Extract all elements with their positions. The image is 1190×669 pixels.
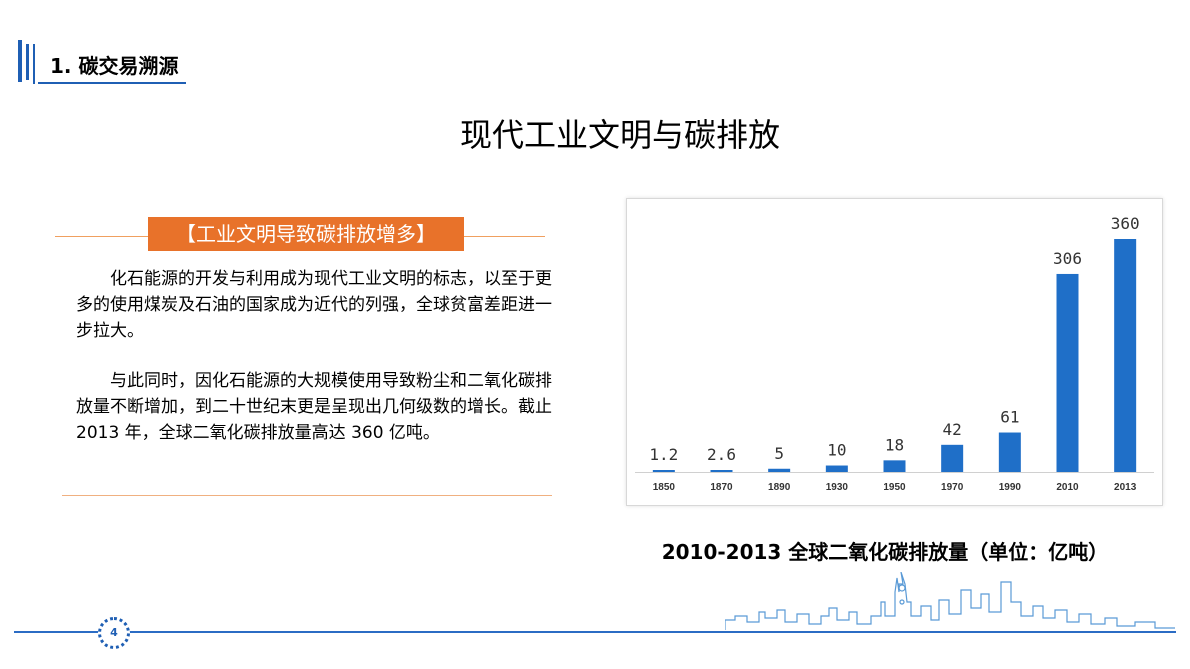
bar-1950 bbox=[883, 460, 906, 472]
data-label-1870: 2.6 bbox=[707, 445, 736, 464]
x-tick-label-2013: 2013 bbox=[1114, 482, 1137, 493]
bar-1850 bbox=[652, 470, 675, 472]
topic-badge: 【工业文明导致碳排放增多】 bbox=[148, 217, 464, 251]
emissions-chart: 1.2 1850 2.6 1870 5 1890 10 1930 18 1950 42 1970 61 1… bbox=[626, 198, 1163, 506]
x-tick-label-1870: 1870 bbox=[710, 482, 733, 493]
data-label-1850: 1.2 bbox=[649, 445, 678, 464]
x-tick-label-1890: 1890 bbox=[768, 482, 791, 493]
bar-2010 bbox=[1056, 273, 1079, 472]
data-label-2013: 360 bbox=[1111, 214, 1140, 233]
paragraph-2-text: 与此同时，因化石能源的大规模使用导致粉尘和二氧化碳排放量不断增加，到二十世纪末更… bbox=[76, 371, 552, 443]
bar-1890 bbox=[768, 468, 791, 472]
data-label-1950: 18 bbox=[885, 435, 904, 454]
x-tick-label-2010: 2010 bbox=[1056, 482, 1079, 493]
bar-2013 bbox=[1114, 239, 1137, 472]
footer-line bbox=[14, 631, 1176, 633]
header-decor-bar bbox=[26, 44, 29, 80]
x-tick-label-1930: 1930 bbox=[826, 482, 849, 493]
bar-1970 bbox=[941, 444, 964, 472]
chart-caption: 2010-2013 全球二氧化碳排放量（单位：亿吨） bbox=[661, 540, 1109, 564]
x-tick-label-1850: 1850 bbox=[653, 482, 676, 493]
data-label-1990: 61 bbox=[1000, 408, 1019, 427]
text-divider bbox=[62, 495, 552, 496]
x-tick-label-1970: 1970 bbox=[941, 482, 964, 493]
data-label-1970: 42 bbox=[943, 420, 962, 439]
section-underline bbox=[38, 82, 186, 84]
header-decor-bar bbox=[18, 40, 22, 82]
paragraph-1: 化石能源的开发与利用成为现代工业文明的标志，以至于更多的使用煤炭及石油的国家成为… bbox=[76, 266, 556, 344]
city-skyline-icon bbox=[725, 572, 1175, 630]
page-number: 4 bbox=[98, 617, 130, 649]
bar-1930 bbox=[825, 465, 848, 472]
page-title: 现代工业文明与碳排放 bbox=[459, 116, 780, 154]
paragraph-2: 与此同时，因化石能源的大规模使用导致粉尘和二氧化碳排放量不断增加，到二十世纪末更… bbox=[76, 368, 556, 446]
x-tick-label-1950: 1950 bbox=[883, 482, 906, 493]
x-tick-label-1990: 1990 bbox=[999, 482, 1022, 493]
data-label-2010: 306 bbox=[1053, 249, 1082, 268]
data-label-1890: 5 bbox=[774, 444, 784, 463]
emissions-chart-svg: 1.2 1850 2.6 1870 5 1890 10 1930 18 1950 42 1970 61 1… bbox=[635, 214, 1154, 493]
data-label-1930: 10 bbox=[827, 441, 846, 460]
header-decor-bar bbox=[33, 44, 35, 84]
bar-1990 bbox=[998, 432, 1021, 472]
section-title: 1. 碳交易溯源 bbox=[50, 54, 179, 78]
bar-1870 bbox=[710, 470, 733, 472]
paragraph-1-text: 化石能源的开发与利用成为现代工业文明的标志，以至于更多的使用煤炭及石油的国家成为… bbox=[76, 269, 552, 341]
